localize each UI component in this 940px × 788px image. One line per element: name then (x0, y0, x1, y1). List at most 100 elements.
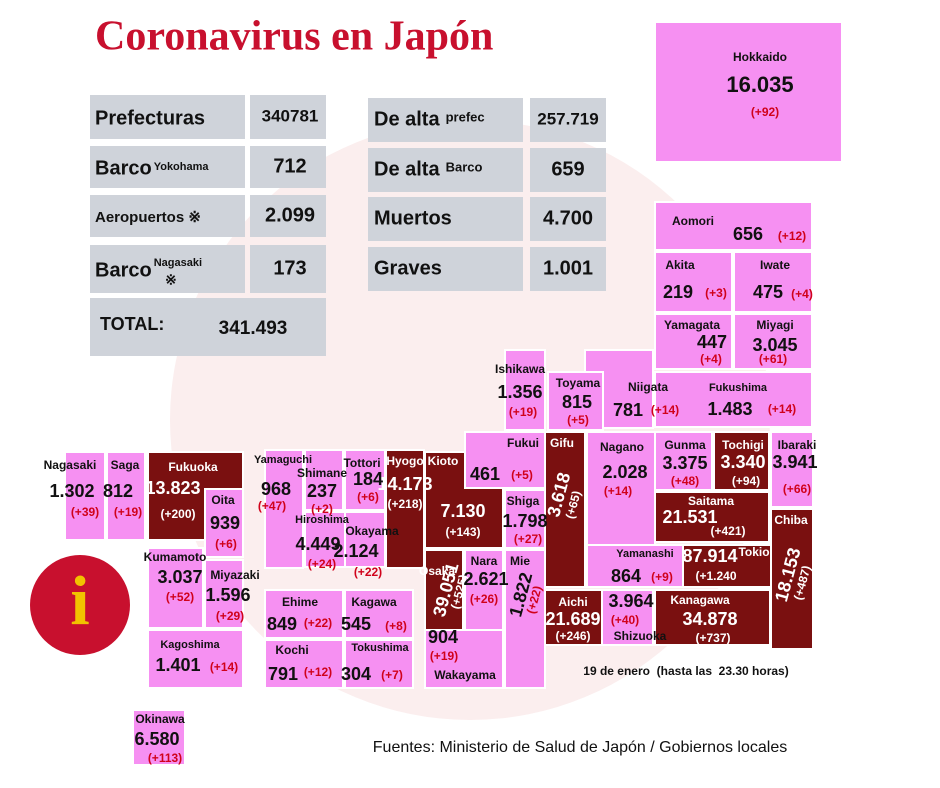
prefecture-delta: (+143) (445, 525, 480, 539)
prefecture-name: Tochigi (722, 438, 764, 452)
prefecture-name: Saga (111, 458, 140, 472)
prefecture-cases: 7.130 (440, 501, 485, 521)
prefecture-tile (544, 589, 603, 646)
prefecture-cases: 87.914 (682, 546, 737, 566)
prefecture-cases: 1.596 (205, 585, 250, 605)
stat-label: Graves (374, 257, 442, 279)
prefecture-name: Ishikawa (495, 362, 545, 376)
prefecture-delta: (+421) (710, 524, 745, 538)
prefecture-tile (654, 431, 713, 491)
stat-box (90, 95, 245, 139)
prefecture-cases: 34.878 (682, 609, 737, 629)
stat-box (90, 298, 326, 356)
prefecture-name: Ibaraki (778, 438, 817, 452)
prefecture-tile (504, 349, 546, 431)
prefecture-cases: 3.037 (157, 567, 202, 587)
prefecture-delta: (+12) (304, 665, 332, 679)
prefecture-cases: 2.124 (333, 541, 378, 561)
prefecture-tile (64, 451, 106, 541)
prefecture-cases: 545 (341, 614, 371, 634)
prefecture-delta: (+40) (611, 613, 639, 627)
prefecture-tile (344, 511, 386, 568)
prefecture-delta: (+218) (387, 497, 422, 511)
prefecture-cases: 461 (470, 464, 500, 484)
prefecture-tile (586, 544, 684, 588)
info-icon-circle (30, 555, 130, 655)
prefecture-delta: (+246) (555, 629, 590, 643)
prefecture-tile (654, 491, 770, 543)
prefecture-delta: (+52) (166, 590, 194, 604)
prefecture-delta: (+5) (567, 413, 589, 427)
prefecture-tile (654, 21, 843, 163)
prefecture-delta: (+29) (216, 609, 244, 623)
stat-box (250, 146, 326, 188)
prefecture-name: Akita (665, 258, 695, 272)
stat-box (250, 195, 326, 237)
prefecture-delta: (+5) (511, 468, 533, 482)
stat-note: ※ (165, 272, 177, 288)
prefecture-delta: (+9) (651, 570, 673, 584)
prefecture-name: Toyama (556, 376, 601, 390)
prefecture-tile (344, 449, 386, 511)
prefecture-cases: 864 (611, 566, 641, 586)
prefecture-delta: (+1.240 (695, 569, 736, 583)
prefecture-name: Kagawa (351, 595, 397, 609)
prefecture-cases: 939 (210, 513, 240, 533)
prefecture-tile (770, 431, 814, 508)
prefecture-name: Kochi (275, 643, 308, 657)
prefecture-delta: (+8) (385, 619, 407, 633)
prefecture-tile (264, 449, 304, 569)
prefecture-cases: 781 (613, 400, 643, 420)
stat-box (368, 98, 523, 142)
stat-value: 659 (551, 158, 584, 180)
prefecture-name: Miyagi (756, 318, 793, 332)
prefecture-delta: (+47) (258, 499, 286, 513)
prefecture-cases: 304 (341, 664, 371, 684)
prefecture-cases: 791 (268, 664, 298, 684)
prefecture-cases: 219 (663, 282, 693, 302)
prefecture-tile (733, 251, 813, 313)
prefecture-tile (464, 431, 546, 489)
prefecture-name: Kanagawa (670, 593, 730, 607)
prefecture-tile (204, 488, 244, 558)
prefecture-name: Fukushima (709, 382, 768, 394)
prefecture-cases: 237 (307, 481, 337, 501)
date-note: 19 de enero (hasta las 23.30 horas) (583, 664, 788, 678)
prefecture-name: Oita (211, 493, 235, 507)
prefecture-name: Yamagata (664, 318, 720, 332)
stat-box (368, 197, 523, 241)
prefecture-tile (504, 549, 546, 689)
prefecture-delta: (+6) (357, 490, 379, 504)
prefecture-delta: (+92) (751, 105, 779, 119)
prefecture-name: Nagano (600, 440, 644, 454)
prefecture-tile (713, 431, 770, 491)
prefecture-cases: 3.964 (608, 591, 653, 611)
prefecture-delta: (+19) (430, 649, 458, 663)
prefecture-delta: (+48) (671, 474, 699, 488)
prefecture-name: Yamanashi (616, 548, 673, 560)
prefecture-cases: 1.798 (502, 511, 547, 531)
prefecture-name: Wakayama (434, 668, 496, 682)
prefecture-cases: 815 (562, 392, 592, 412)
prefecture-cases: 16.035 (726, 72, 793, 97)
info-icon: i (70, 563, 89, 640)
prefecture-tile (264, 639, 344, 689)
prefecture-name: Yamaguchi (254, 454, 312, 466)
prefecture-name: Shiga (507, 494, 540, 508)
prefecture-delta: (+19) (114, 505, 142, 519)
prefecture-name: Hiroshima (295, 514, 350, 526)
prefecture-tile (504, 489, 546, 549)
stat-label: Prefecturas (95, 107, 205, 129)
prefecture-delta: (+26) (470, 592, 498, 606)
prefecture-tile (344, 589, 414, 639)
prefecture-tile (424, 629, 504, 689)
stat-box (530, 148, 606, 192)
stat-value: 2.099 (265, 204, 315, 226)
prefecture-name: Aichi (558, 595, 587, 609)
prefecture-name: Nara (471, 554, 498, 568)
prefecture-cases: 656 (733, 224, 763, 244)
stat-label: Aeropuertos ※ (95, 209, 201, 226)
prefecture-cases: 3.941 (772, 452, 817, 472)
prefecture-name: Tokushima (351, 642, 409, 654)
